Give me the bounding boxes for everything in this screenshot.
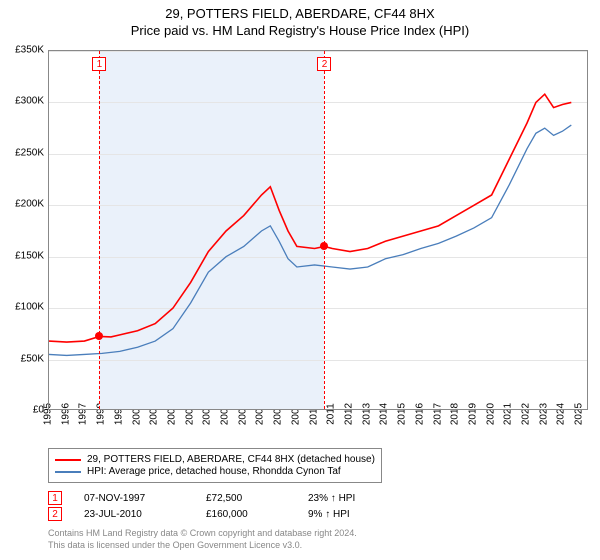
sale-row: 2 23-JUL-2010 £160,000 9% ↑ HPI — [48, 506, 388, 522]
y-tick-label: £50K — [21, 353, 44, 364]
y-tick-label: £250K — [15, 147, 44, 158]
hpi-line — [49, 125, 571, 355]
legend-box: 29, POTTERS FIELD, ABERDARE, CF44 8HX (d… — [48, 448, 382, 483]
footer-line-1: Contains HM Land Registry data © Crown c… — [48, 528, 357, 540]
y-tick-label: £350K — [15, 45, 44, 56]
sale-point-2 — [320, 242, 328, 250]
legend-item: HPI: Average price, detached house, Rhon… — [55, 466, 375, 477]
sale-vline — [324, 51, 325, 409]
sale-row-marker: 2 — [48, 507, 62, 521]
sale-pct: 9% ↑ HPI — [308, 509, 388, 520]
sale-row-marker: 1 — [48, 491, 62, 505]
sale-row: 1 07-NOV-1997 £72,500 23% ↑ HPI — [48, 490, 388, 506]
sale-point-1 — [95, 332, 103, 340]
y-tick-label: £150K — [15, 250, 44, 261]
legend-swatch — [55, 459, 81, 461]
sale-price: £160,000 — [206, 509, 286, 520]
sale-marker-2: 2 — [317, 57, 331, 71]
footer-line-2: This data is licensed under the Open Gov… — [48, 540, 357, 552]
title-block: 29, POTTERS FIELD, ABERDARE, CF44 8HX Pr… — [0, 0, 600, 38]
price-paid-line — [49, 94, 571, 342]
sale-marker-1: 1 — [92, 57, 106, 71]
sale-price: £72,500 — [206, 493, 286, 504]
legend-label: HPI: Average price, detached house, Rhon… — [87, 466, 341, 477]
sale-vline — [99, 51, 100, 409]
chart-title-address: 29, POTTERS FIELD, ABERDARE, CF44 8HX — [0, 6, 600, 21]
chart-subtitle: Price paid vs. HM Land Registry's House … — [0, 23, 600, 38]
legend-label: 29, POTTERS FIELD, ABERDARE, CF44 8HX (d… — [87, 454, 375, 465]
sales-table: 1 07-NOV-1997 £72,500 23% ↑ HPI 2 23-JUL-2010… — [48, 490, 388, 522]
sale-pct: 23% ↑ HPI — [308, 493, 388, 504]
sale-date: 07-NOV-1997 — [84, 493, 184, 504]
legend-item: 29, POTTERS FIELD, ABERDARE, CF44 8HX (d… — [55, 454, 375, 465]
y-tick-label: £200K — [15, 199, 44, 210]
chart-container: 29, POTTERS FIELD, ABERDARE, CF44 8HX Pr… — [0, 0, 600, 560]
chart-svg — [49, 51, 587, 409]
sale-date: 23-JUL-2010 — [84, 509, 184, 520]
footer-attribution: Contains HM Land Registry data © Crown c… — [48, 528, 357, 551]
y-tick-label: £100K — [15, 302, 44, 313]
legend-swatch — [55, 471, 81, 473]
plot-area: 12 — [48, 50, 588, 410]
y-tick-label: £300K — [15, 96, 44, 107]
